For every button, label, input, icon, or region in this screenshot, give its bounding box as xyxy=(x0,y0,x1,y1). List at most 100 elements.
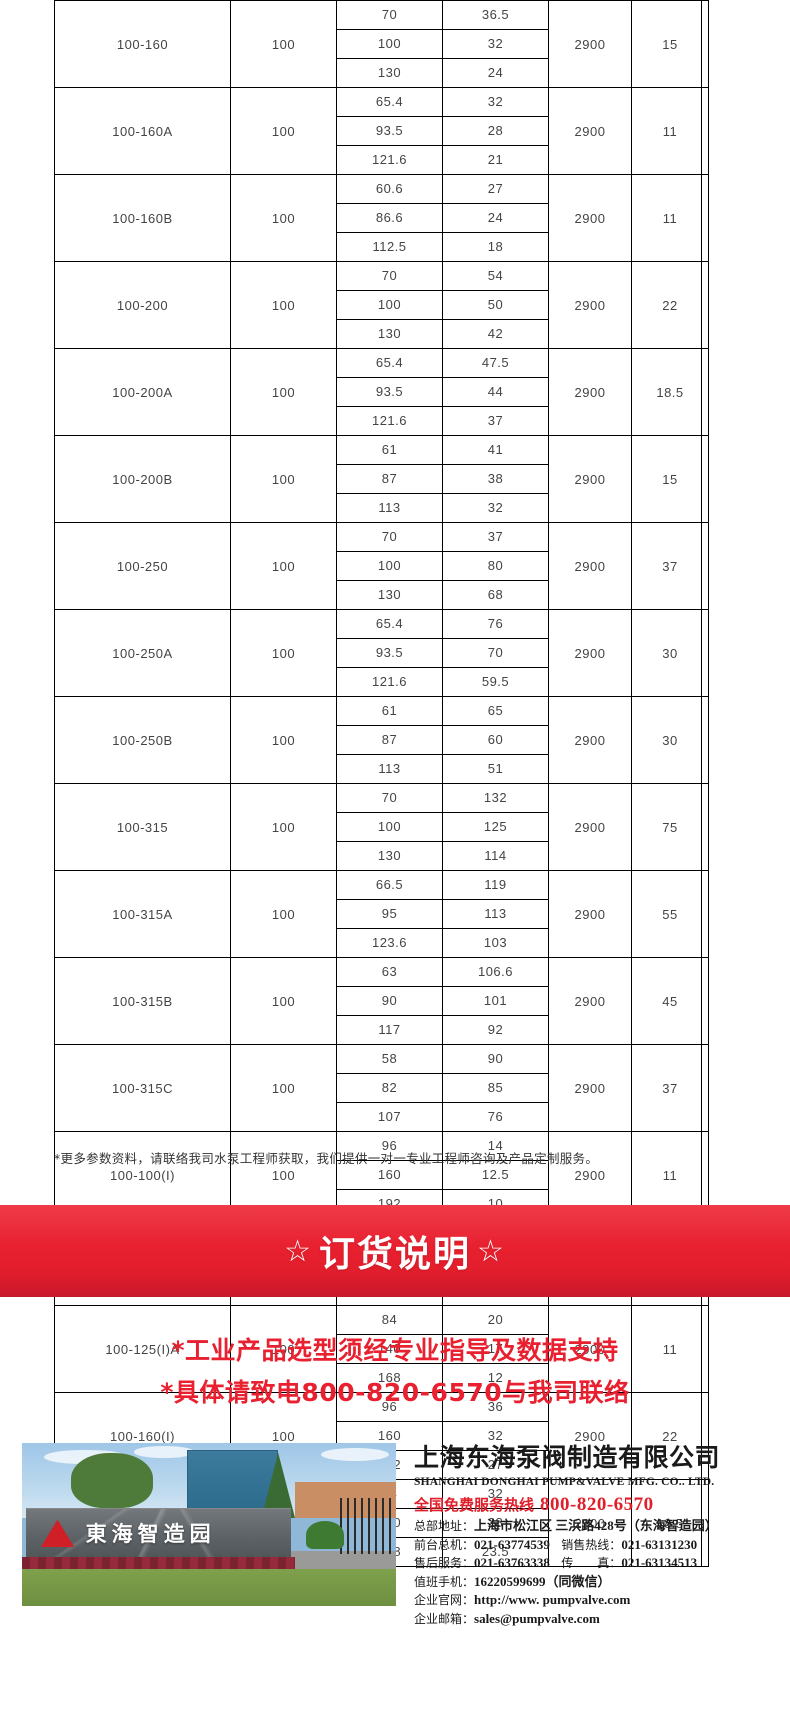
cell-flow: 87 xyxy=(336,725,443,755)
table-row: 100-160A 100 65.4 32 2900 11 xyxy=(54,87,709,175)
cell-head: 23.5 xyxy=(442,1537,549,1567)
cell-flow: 93.5 xyxy=(336,377,443,407)
company-name-cn: 上海东海泵阀制造有限公司 xyxy=(414,1443,721,1472)
cell-flow: 87 xyxy=(336,464,443,494)
cell-model: 100-160A xyxy=(54,87,231,175)
table-row: 140 17 xyxy=(55,1334,709,1364)
cell-power: 30 xyxy=(631,609,709,697)
cell-flow: 65.4 xyxy=(336,609,443,639)
table-row: 82 85 xyxy=(55,1073,709,1103)
cell-head: 41 xyxy=(442,435,549,465)
cell-model: 100-250A xyxy=(54,609,231,697)
table-row: 130 24 xyxy=(55,58,709,88)
cell-model: 100-315 xyxy=(54,783,231,871)
cell-head: 125 xyxy=(442,812,549,842)
cell-model: 100-315B xyxy=(54,957,231,1045)
cell-head: 54 xyxy=(442,261,549,291)
contact-value: 16220599699（同微信） xyxy=(474,1573,611,1589)
cell-flow: 113 xyxy=(336,754,443,784)
star-left-icon: ☆ xyxy=(284,1233,313,1269)
cell-head: 85 xyxy=(442,1073,549,1103)
cell-head: 114 xyxy=(442,841,549,871)
cell-diameter: 100 xyxy=(230,783,337,871)
cell-flow: 100 xyxy=(336,812,443,842)
cell-diameter: 100 xyxy=(230,870,337,958)
hotline-row: 全国免费服务热线 800-820-6570 xyxy=(414,1494,784,1517)
cell-flow: 58 xyxy=(336,1044,443,1074)
table-row: 100-200A 100 65.4 47.5 2900 18.5 xyxy=(54,348,709,436)
cell-speed: 2900 xyxy=(548,348,632,436)
table-row: 93.5 70 xyxy=(55,638,709,668)
cell-power: 18.5 xyxy=(631,1479,709,1567)
cell-diameter: 100 xyxy=(230,435,337,523)
cell-power: 30 xyxy=(631,696,709,784)
table-row: 130 114 xyxy=(55,841,709,871)
contact-value: http://www. pumpvalve.com xyxy=(474,1592,631,1607)
cell-speed: 2900 xyxy=(548,87,632,175)
cell-flow: 70 xyxy=(336,261,443,291)
cell-head: 119 xyxy=(442,870,549,900)
cell-flow: 130 xyxy=(336,841,443,871)
cell-flow: 70 xyxy=(336,783,443,813)
cell-flow: 107 xyxy=(336,1102,443,1132)
cell-power: 11 xyxy=(631,1305,709,1393)
cell-power: 15 xyxy=(631,435,709,523)
contact-line: 企业官网：http://www. pumpvalve.com xyxy=(414,1591,784,1610)
cell-flow: 160 xyxy=(336,1160,443,1190)
table-row: 113 32 xyxy=(55,493,709,523)
contact-value: 上海市松江区 三浜路428号（东海智造园） xyxy=(474,1518,718,1533)
cell-head: 24 xyxy=(442,203,549,233)
cell-diameter: 100 xyxy=(230,261,337,349)
cell-head: 32 xyxy=(442,1479,549,1509)
table-row: 90 101 xyxy=(55,986,709,1016)
table-row: 123.6 103 xyxy=(55,928,709,958)
table-row: 100-315A 100 66.5 119 2900 55 xyxy=(54,870,709,958)
cell-speed: 2900 xyxy=(548,261,632,349)
contact-label: 售后服务： xyxy=(414,1556,475,1570)
table-row: 107 76 xyxy=(55,1102,709,1132)
photo-shrub xyxy=(306,1521,344,1549)
photo-hedge xyxy=(22,1557,296,1572)
table-row: 100-160 100 70 36.5 2900 15 xyxy=(54,0,709,88)
hotline-number: 800-820-6570 xyxy=(540,1494,654,1515)
cell-head: 14 xyxy=(442,1131,549,1161)
cell-flow: 168 xyxy=(336,1363,443,1393)
contact-value: 021-63131230 xyxy=(621,1536,698,1552)
cell-head: 92 xyxy=(442,1015,549,1045)
cell-speed: 2900 xyxy=(548,957,632,1045)
cell-flow: 93.5 xyxy=(336,116,443,146)
company-info: 上海东海泵阀制造有限公司 SHANGHAI DONGHAI PUMP&VALVE… xyxy=(414,1443,784,1628)
cell-head: 32 xyxy=(442,493,549,523)
table-row: 95 113 xyxy=(55,899,709,929)
contact-label: 企业邮箱： xyxy=(414,1611,475,1626)
cell-model: 100-200A xyxy=(54,348,231,436)
cell-model: 100-125(I)A xyxy=(54,1305,231,1393)
table-row: 121.6 37 xyxy=(55,406,709,436)
cell-flow: 66.5 xyxy=(336,870,443,900)
cell-model: 100-200B xyxy=(54,435,231,523)
factory-entrance-photo: 東海智造园 xyxy=(22,1443,396,1606)
cell-flow: 123.6 xyxy=(336,928,443,958)
cell-power: 15 xyxy=(631,0,709,88)
cell-model: 100-250 xyxy=(54,522,231,610)
cell-head: 106.6 xyxy=(442,957,549,987)
table-row: 87 38 xyxy=(55,464,709,494)
cell-power: 75 xyxy=(631,783,709,871)
table-footnote: *更多参数资料，请联络我司水泵工程师获取，我们提供一对一专业工程师咨询及产品定制… xyxy=(54,1151,599,1166)
cell-model: 100-200 xyxy=(54,261,231,349)
cell-head: 32 xyxy=(442,87,549,117)
cell-head: 36.5 xyxy=(442,0,549,30)
cell-flow: 130 xyxy=(336,580,443,610)
cell-speed: 2900 xyxy=(548,1044,632,1132)
cell-flow: 70 xyxy=(336,522,443,552)
table-row: 100 50 xyxy=(55,290,709,320)
cell-head: 103 xyxy=(442,928,549,958)
contact-label: 值班手机： xyxy=(414,1574,475,1589)
cell-head: 18 xyxy=(442,232,549,262)
cell-flow: 130 xyxy=(336,58,443,88)
cell-head: 28 xyxy=(442,116,549,146)
company-footer: 東海智造园 上海东海泵阀制造有限公司 SHANGHAI DONGHAI PUMP… xyxy=(0,1443,790,1633)
table-row: 112.5 18 xyxy=(55,232,709,262)
table-row: 100 125 xyxy=(55,812,709,842)
cell-flow: 140 xyxy=(336,1334,443,1364)
